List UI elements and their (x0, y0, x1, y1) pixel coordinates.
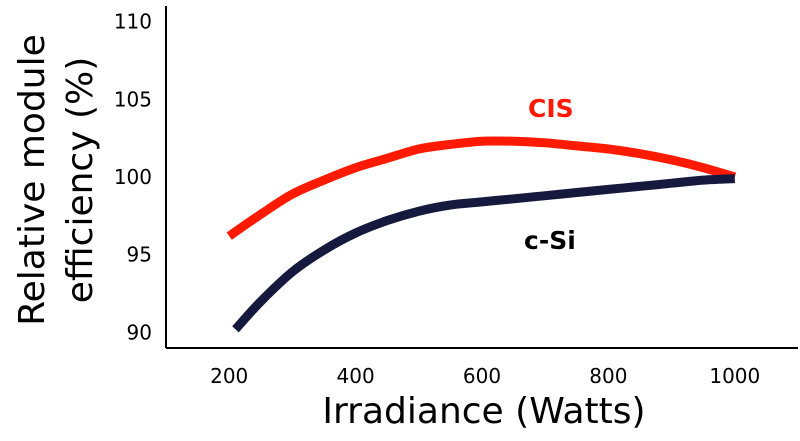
series-label-c-si: c-Si (524, 226, 576, 255)
y-tick-label: 105 (114, 87, 152, 111)
x-tick-label: 200 (210, 364, 248, 388)
y-tick-labels: 90 95 100 105 110 (114, 10, 152, 345)
x-tick-labels: 200 400 600 800 1000 (210, 364, 760, 388)
x-tick-label: 800 (589, 364, 627, 388)
y-axis-title-line-1: Relative module (12, 34, 53, 326)
y-tick-label: 95 (127, 243, 152, 267)
series-line-cis (226, 136, 737, 240)
x-tick-label: 600 (463, 364, 501, 388)
x-tick-label: 400 (337, 364, 375, 388)
series-label-cis: CIS (528, 94, 574, 123)
series-lines (226, 136, 737, 333)
x-tick-label: 1000 (709, 364, 760, 388)
y-tick-label: 90 (127, 320, 152, 344)
y-tick-label: 110 (114, 10, 152, 34)
x-axis-title: Irradiance (Watts) (322, 391, 645, 432)
series-line-c-si (232, 174, 735, 333)
y-tick-label: 100 (114, 165, 152, 189)
y-axis-title-line-2: efficiency (%) (60, 57, 101, 304)
